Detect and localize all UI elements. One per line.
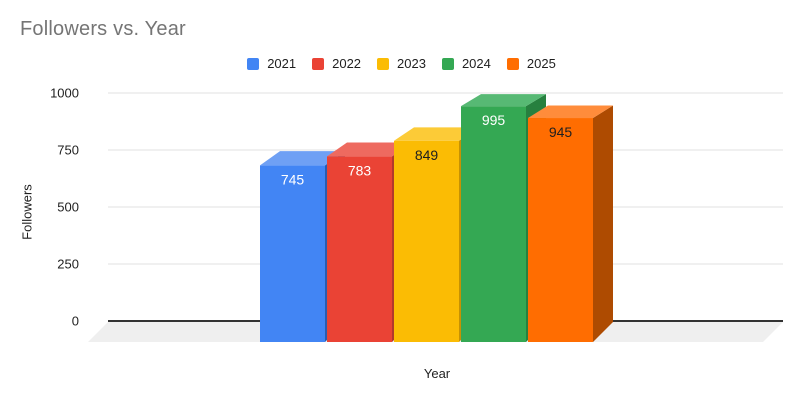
bar-value-label: 945 <box>549 124 573 140</box>
y-tick-label: 750 <box>57 143 79 158</box>
legend-item-2025[interactable]: 2025 <box>506 56 556 71</box>
bar-2025[interactable]: 945 <box>528 105 613 342</box>
legend-swatch <box>506 57 519 70</box>
legend-item-2021[interactable]: 2021 <box>247 56 296 71</box>
legend-swatch <box>377 57 390 70</box>
legend-label: 2022 <box>332 56 362 71</box>
chart-legend: 2021 2022 2023 2024 2025 <box>0 56 803 71</box>
bar-value-label: 745 <box>281 171 305 187</box>
y-tick-label: 1000 <box>50 86 79 101</box>
legend-item-2024[interactable]: 2024 <box>441 56 491 71</box>
bar-value-label: 783 <box>348 162 372 178</box>
bar-value-label: 849 <box>415 147 439 163</box>
legend-label: 2025 <box>526 56 556 71</box>
y-axis-title: Followers <box>19 184 35 240</box>
y-tick-label: 250 <box>57 257 79 272</box>
bar-front-face <box>461 106 526 342</box>
bar-top-face <box>327 142 412 157</box>
legend-label: 2023 <box>397 56 426 71</box>
y-tick-label: 0 <box>72 314 79 329</box>
legend-swatch <box>312 57 325 70</box>
x-axis-title: Year <box>423 366 451 381</box>
bar-side-face <box>593 105 613 342</box>
bar-top-face <box>461 94 546 107</box>
chart-title: Followers vs. Year <box>20 18 186 40</box>
bar-front-face <box>394 140 459 342</box>
bar-top-face <box>260 151 345 166</box>
legend-label: 2024 <box>461 56 491 71</box>
legend-item-2023[interactable]: 2023 <box>377 56 426 71</box>
legend-swatch <box>441 57 454 70</box>
bar-value-label: 995 <box>482 112 506 128</box>
bar-front-face <box>528 118 593 342</box>
bar-front-face <box>260 165 325 342</box>
y-tick-label: 500 <box>57 200 79 215</box>
bar-front-face <box>327 156 392 342</box>
legend-swatch <box>247 57 260 70</box>
legend-label: 2021 <box>267 56 297 71</box>
bar-top-face <box>394 127 479 141</box>
bar-top-face <box>528 105 613 119</box>
legend-item-2022[interactable]: 2022 <box>312 56 361 71</box>
